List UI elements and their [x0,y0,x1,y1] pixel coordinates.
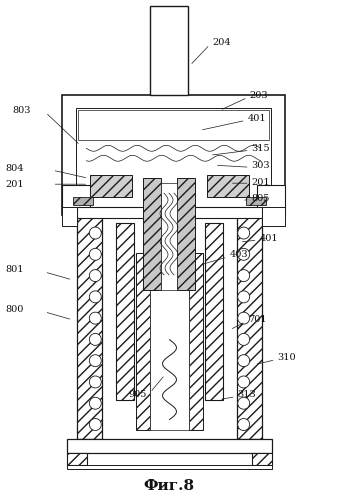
Circle shape [238,376,250,388]
Circle shape [89,270,101,281]
Bar [62,185,90,215]
Circle shape [89,398,101,409]
Text: 315: 315 [252,144,270,153]
Text: 313: 313 [238,390,257,399]
Circle shape [89,227,101,239]
Circle shape [89,312,101,324]
Circle shape [238,398,250,409]
Circle shape [89,376,101,388]
Circle shape [238,354,250,366]
Bar [76,108,271,208]
Bar [150,6,188,96]
Text: 201: 201 [252,178,270,186]
Bar [246,197,265,205]
Text: 401: 401 [248,114,266,123]
Text: 310: 310 [278,353,296,362]
Circle shape [89,291,101,303]
Bar [62,207,77,226]
Circle shape [238,334,250,345]
Text: 800: 800 [6,306,24,314]
Bar [205,223,223,400]
Text: 403: 403 [230,250,248,260]
Circle shape [238,291,250,303]
Text: 701: 701 [248,316,266,324]
Bar [150,253,189,430]
Circle shape [238,270,250,281]
Bar [237,213,262,440]
Circle shape [89,418,101,430]
Text: 805: 805 [252,194,270,202]
Circle shape [89,334,101,345]
Bar [67,454,87,466]
Text: 801: 801 [6,266,24,274]
Bar [252,454,272,466]
Text: 201: 201 [6,180,24,188]
Circle shape [238,312,250,324]
Text: Фиг.8: Фиг.8 [143,480,195,494]
Bar [262,207,284,226]
Text: 803: 803 [13,106,31,115]
Bar [136,253,150,430]
Bar [177,178,195,290]
Circle shape [89,354,101,366]
Text: 203: 203 [250,91,268,100]
Bar [189,253,203,430]
Bar [207,175,249,197]
Bar [67,440,272,454]
Bar [116,223,134,400]
Bar [161,183,177,290]
Circle shape [238,248,250,260]
Text: 401: 401 [260,234,278,242]
Bar [257,185,284,215]
Text: 204: 204 [213,38,232,47]
Circle shape [238,227,250,239]
Bar [74,197,93,205]
Text: 804: 804 [6,164,24,172]
Bar [78,110,268,140]
Circle shape [238,418,250,430]
Bar [90,175,132,197]
Text: 303: 303 [252,160,270,170]
Text: 905: 905 [128,390,146,399]
Circle shape [89,248,101,260]
Bar [77,207,262,218]
Bar [62,96,284,215]
Bar [77,213,102,440]
Bar [143,178,161,290]
Bar [67,466,272,469]
